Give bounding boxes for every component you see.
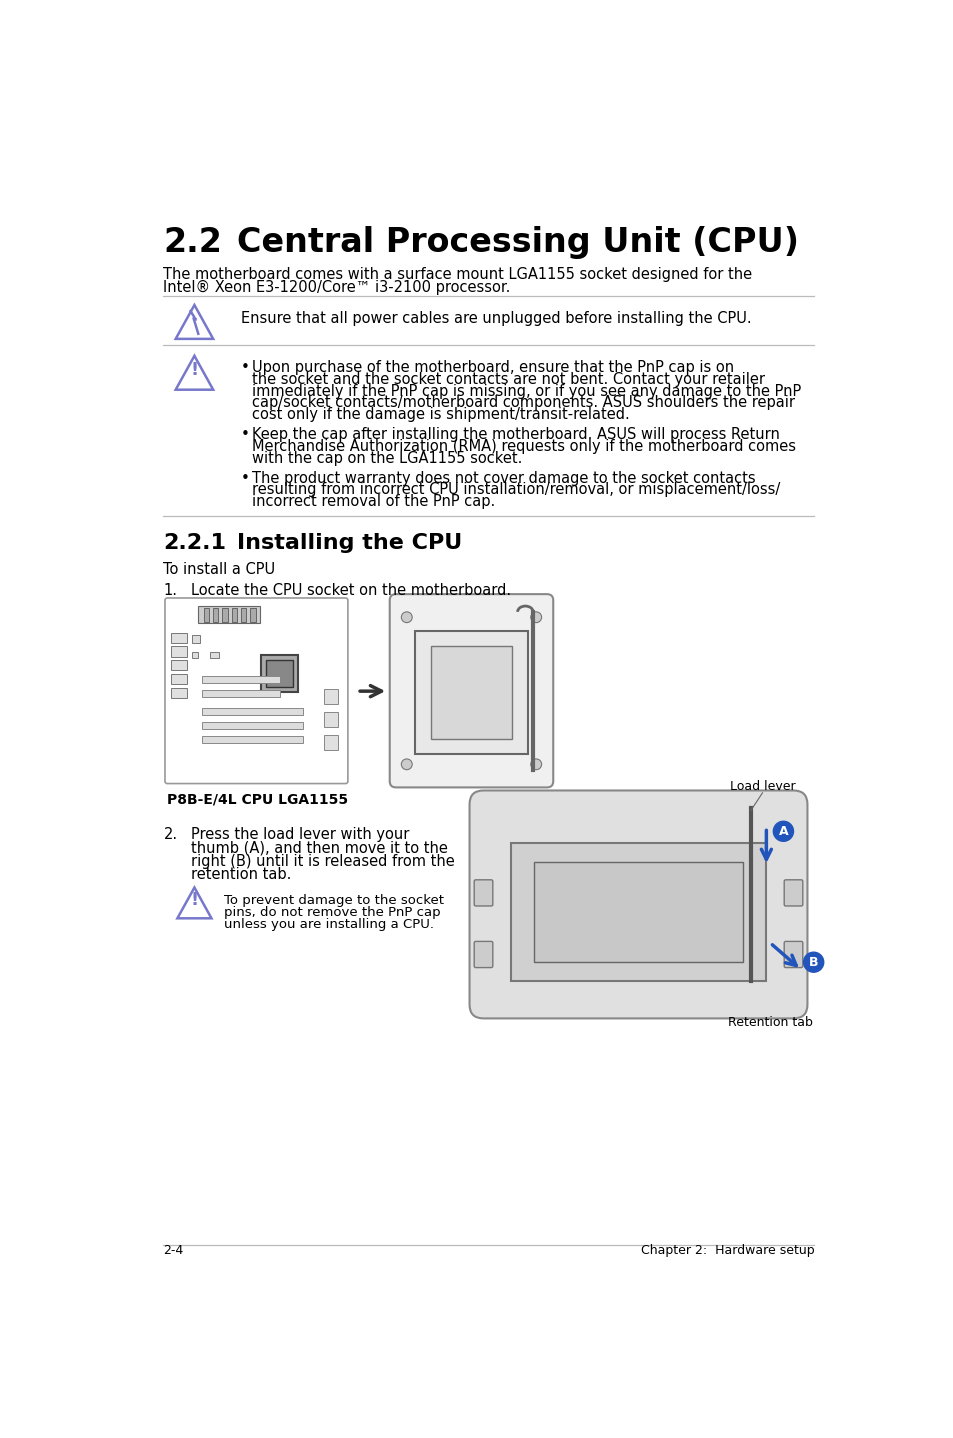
Circle shape — [773, 821, 793, 841]
Text: To prevent damage to the socket: To prevent damage to the socket — [224, 893, 443, 907]
Text: thumb (A), and then move it to the: thumb (A), and then move it to the — [191, 841, 447, 856]
Text: Intel® Xeon E3-1200/Core™ i3-2100 processor.: Intel® Xeon E3-1200/Core™ i3-2100 proces… — [163, 280, 510, 295]
Text: B: B — [808, 956, 818, 969]
Bar — [202, 690, 279, 696]
Text: •: • — [241, 360, 250, 375]
Bar — [323, 689, 337, 705]
Bar — [171, 647, 187, 657]
Text: with the cap on the LGA1155 socket.: with the cap on the LGA1155 socket. — [252, 452, 521, 466]
FancyBboxPatch shape — [474, 942, 493, 968]
Bar — [323, 735, 337, 751]
Text: cap/socket contacts/motherboard components. ASUS shoulders the repair: cap/socket contacts/motherboard componen… — [252, 395, 794, 410]
Bar — [250, 608, 255, 621]
Text: Load lever: Load lever — [729, 779, 795, 792]
Text: Retention tab: Retention tab — [727, 1017, 812, 1030]
Bar — [171, 674, 187, 684]
FancyBboxPatch shape — [783, 942, 802, 968]
Text: !: ! — [191, 890, 198, 909]
Text: the socket and the socket contacts are not bent. Contact your retailer: the socket and the socket contacts are n… — [252, 371, 764, 387]
Bar — [213, 608, 218, 621]
Circle shape — [530, 611, 541, 623]
FancyBboxPatch shape — [469, 791, 806, 1018]
Text: retention tab.: retention tab. — [191, 867, 291, 881]
Bar — [232, 608, 236, 621]
Circle shape — [401, 611, 412, 623]
Bar — [222, 608, 228, 621]
Bar — [510, 843, 765, 982]
Text: Press the load lever with your: Press the load lever with your — [191, 827, 409, 843]
Text: 2.2.1: 2.2.1 — [163, 532, 226, 552]
Text: Upon purchase of the motherboard, ensure that the PnP cap is on: Upon purchase of the motherboard, ensure… — [252, 360, 733, 375]
Text: Locate the CPU socket on the motherboard.: Locate the CPU socket on the motherboard… — [191, 584, 510, 598]
Text: Installing the CPU: Installing the CPU — [236, 532, 462, 552]
Bar — [323, 712, 337, 728]
Bar — [202, 707, 303, 715]
Text: The product warranty does not cover damage to the socket contacts: The product warranty does not cover dama… — [252, 470, 755, 486]
Text: To install a CPU: To install a CPU — [163, 562, 275, 577]
Text: P8B-E/4L CPU LGA1155: P8B-E/4L CPU LGA1155 — [167, 792, 348, 807]
Text: •: • — [241, 470, 250, 486]
Bar — [202, 722, 303, 729]
Bar — [202, 736, 303, 743]
Bar — [534, 863, 742, 962]
Text: resulting from incorrect CPU installation/removal, or misplacement/loss/: resulting from incorrect CPU installatio… — [252, 483, 780, 498]
Text: Ensure that all power cables are unplugged before installing the CPU.: Ensure that all power cables are unplugg… — [241, 311, 751, 326]
Bar — [171, 633, 187, 643]
Text: The motherboard comes with a surface mount LGA1155 socket designed for the: The motherboard comes with a surface mou… — [163, 266, 752, 282]
Text: incorrect removal of the PnP cap.: incorrect removal of the PnP cap. — [252, 495, 495, 509]
Text: Chapter 2:  Hardware setup: Chapter 2: Hardware setup — [640, 1244, 814, 1257]
Text: •: • — [241, 427, 250, 441]
Text: A: A — [778, 825, 787, 838]
FancyBboxPatch shape — [474, 880, 493, 906]
Text: Central Processing Unit (CPU): Central Processing Unit (CPU) — [236, 226, 799, 259]
Bar — [192, 636, 199, 643]
Bar — [204, 608, 209, 621]
Text: 2-4: 2-4 — [163, 1244, 184, 1257]
Text: !: ! — [191, 361, 198, 378]
Text: 2.2: 2.2 — [163, 226, 222, 259]
FancyBboxPatch shape — [165, 598, 348, 784]
Text: right (B) until it is released from the: right (B) until it is released from the — [191, 854, 454, 869]
Bar — [171, 660, 187, 670]
Text: unless you are installing a CPU.: unless you are installing a CPU. — [224, 919, 434, 932]
Bar — [431, 647, 512, 739]
Bar — [266, 660, 293, 686]
Bar — [192, 651, 198, 659]
Text: Keep the cap after installing the motherboard. ASUS will process Return: Keep the cap after installing the mother… — [252, 427, 779, 441]
Bar — [415, 631, 527, 755]
Text: 2.: 2. — [163, 827, 177, 843]
Bar — [210, 651, 219, 659]
FancyBboxPatch shape — [390, 594, 553, 788]
Bar — [171, 687, 187, 697]
Text: 1.: 1. — [163, 584, 177, 598]
Text: pins, do not remove the PnP cap: pins, do not remove the PnP cap — [224, 906, 440, 919]
FancyBboxPatch shape — [783, 880, 802, 906]
Circle shape — [802, 952, 822, 972]
Circle shape — [530, 759, 541, 769]
Bar — [202, 676, 279, 683]
Text: cost only if the damage is shipment/transit-related.: cost only if the damage is shipment/tran… — [252, 407, 629, 423]
Text: immediately if the PnP cap is missing, or if you see any damage to the PnP: immediately if the PnP cap is missing, o… — [252, 384, 801, 398]
Circle shape — [401, 759, 412, 769]
Bar — [241, 608, 246, 621]
Text: Merchandise Authorization (RMA) requests only if the motherboard comes: Merchandise Authorization (RMA) requests… — [252, 439, 795, 454]
Bar — [261, 654, 298, 692]
Bar — [198, 607, 260, 624]
